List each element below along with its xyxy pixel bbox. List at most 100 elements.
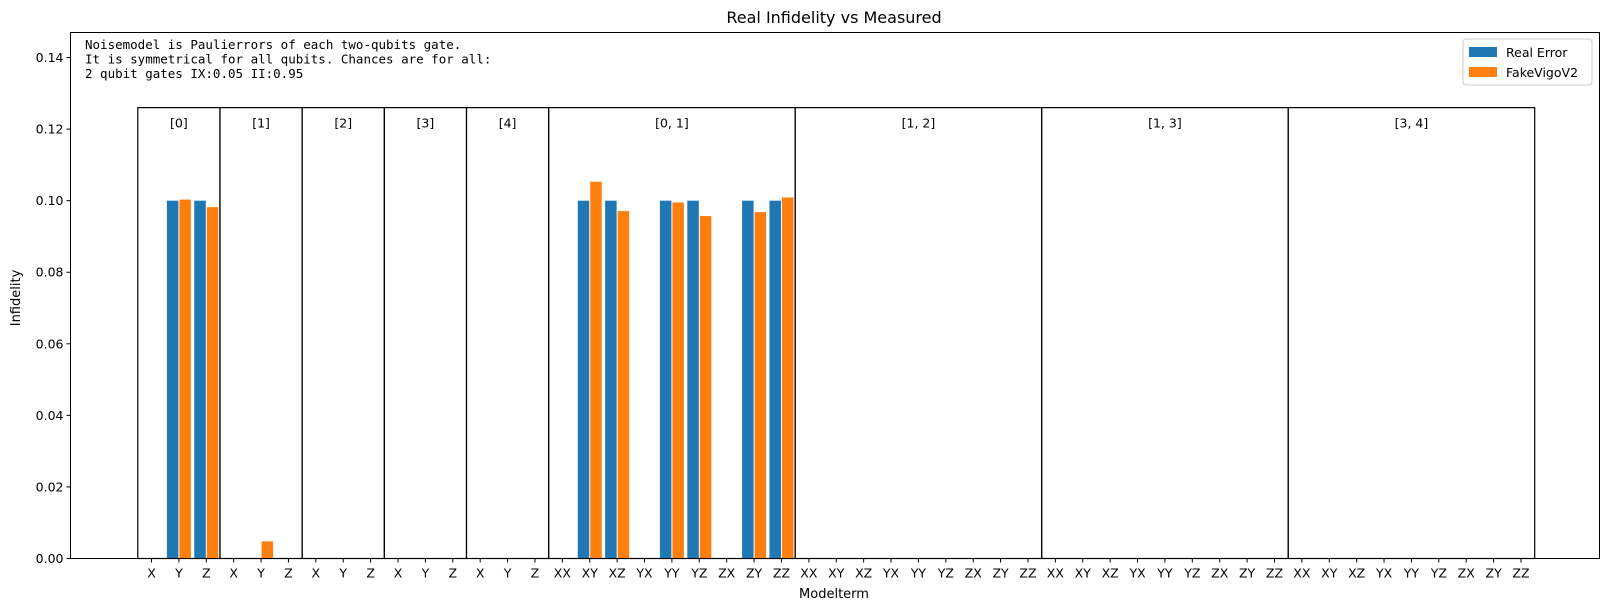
x-tick-label: Z <box>449 566 458 581</box>
x-tick-label: Y <box>256 566 265 581</box>
group-label: [1, 3] <box>1148 116 1182 131</box>
x-axis-label: Modelterm <box>799 587 869 602</box>
bar <box>742 200 754 559</box>
bar <box>781 197 794 559</box>
x-tick-label: XZ <box>855 566 872 581</box>
y-tick-label: 0.12 <box>36 122 64 137</box>
bar <box>687 200 699 559</box>
x-tick-label: YY <box>910 566 927 581</box>
x-tick-label: X <box>312 566 321 581</box>
group-label: [4] <box>499 116 517 131</box>
bar <box>754 212 767 559</box>
x-tick-label: ZZ <box>773 566 790 581</box>
bar <box>590 181 602 559</box>
x-tick-label: ZY <box>746 566 763 581</box>
x-tick-label: XY <box>1075 566 1092 581</box>
bar <box>769 200 781 559</box>
group-box <box>794 107 1043 560</box>
group-box <box>383 107 468 560</box>
x-tick-label: ZZ <box>1512 566 1529 581</box>
x-tick-label: YX <box>635 566 653 581</box>
x-tick-label: Y <box>174 566 183 581</box>
x-tick-label: Z <box>366 566 375 581</box>
plot-area: 0.000.020.040.060.080.100.120.14X Y Z X Y Z X Y… <box>36 50 1536 581</box>
legend-swatch <box>1469 47 1497 57</box>
legend: Real Error FakeVigoV2 <box>1462 38 1593 86</box>
y-tick-label: 0.06 <box>36 336 64 351</box>
x-tick-label: ZY <box>1486 566 1503 581</box>
x-tick-label: X <box>476 566 485 581</box>
x-tick-label: Y <box>503 566 512 581</box>
bar <box>577 200 590 559</box>
bar <box>699 216 712 559</box>
x-tick-label: ZZ <box>1266 566 1283 581</box>
group-label: [1] <box>252 116 270 131</box>
y-tick-label: 0.08 <box>36 265 64 280</box>
x-tick-label: ZX <box>1458 566 1476 581</box>
bar <box>166 200 179 559</box>
bar <box>179 199 191 559</box>
x-tick-label: XZ <box>1348 566 1365 581</box>
group-box <box>301 107 385 560</box>
x-tick-label: XX <box>1047 566 1065 581</box>
legend-swatch <box>1469 67 1497 77</box>
annotation-line: It is symmetrical for all qubits. Chance… <box>85 52 491 67</box>
legend-label: FakeVigoV2 <box>1506 65 1578 80</box>
x-tick-label: XY <box>582 566 599 581</box>
x-tick-label: YZ <box>1430 566 1447 581</box>
group-label: [0] <box>170 116 188 131</box>
x-tick-label: X <box>229 566 238 581</box>
y-tick-label: 0.02 <box>36 479 64 494</box>
y-tick-label: 0.04 <box>36 408 64 423</box>
group-label: [3] <box>417 116 435 131</box>
annotation: Noisemodel is Paulierrors of each two-qu… <box>85 37 491 81</box>
x-tick-label: ZX <box>965 566 983 581</box>
x-tick-label: YY <box>1403 566 1420 581</box>
x-tick-label: Y <box>421 566 430 581</box>
bar <box>672 202 684 559</box>
y-tick-label: 0.00 <box>36 551 64 566</box>
x-tick-label: YZ <box>690 566 707 581</box>
bar <box>194 200 206 559</box>
x-tick-label: XY <box>1321 566 1338 581</box>
bar <box>261 541 274 559</box>
x-tick-label: ZY <box>992 566 1009 581</box>
bar <box>206 207 219 559</box>
x-tick-label: YY <box>663 566 680 581</box>
x-tick-label: YY <box>1156 566 1173 581</box>
group-box <box>1041 107 1289 560</box>
x-tick-label: YX <box>1375 566 1393 581</box>
y-tick-label: 0.10 <box>36 193 64 208</box>
x-tick-label: X <box>147 566 156 581</box>
x-tick-label: YZ <box>937 566 954 581</box>
bar <box>659 200 672 559</box>
chart-title: Real Infidelity vs Measured <box>726 8 941 27</box>
x-tick-label: ZX <box>1211 566 1229 581</box>
group-label: [1, 2] <box>902 116 936 131</box>
annotation-line: Noisemodel is Paulierrors of each two-qu… <box>85 37 461 52</box>
x-tick-label: XX <box>1293 566 1311 581</box>
x-tick-label: ZY <box>1239 566 1256 581</box>
x-tick-label: Z <box>202 566 211 581</box>
group-box <box>219 107 303 560</box>
annotation-line: 2 qubit gates IX:0.05 II:0.95 <box>85 66 303 81</box>
group-label: [3, 4] <box>1395 116 1429 131</box>
y-tick-label: 0.14 <box>36 50 64 65</box>
x-tick-label: ZZ <box>1019 566 1036 581</box>
x-tick-label: Z <box>284 566 293 581</box>
group-label: [2] <box>334 116 352 131</box>
x-tick-label: XX <box>554 566 572 581</box>
group-box <box>465 107 550 560</box>
x-tick-label: XY <box>828 566 845 581</box>
bar <box>605 200 617 559</box>
group-label: [0, 1] <box>655 116 689 131</box>
x-tick-label: ZX <box>718 566 736 581</box>
x-tick-label: Z <box>531 566 540 581</box>
axes-frame <box>70 32 1600 559</box>
group-box <box>1287 107 1536 560</box>
x-tick-label: Y <box>338 566 347 581</box>
x-tick-label: XX <box>800 566 818 581</box>
x-tick-label: YX <box>882 566 900 581</box>
x-tick-label: YX <box>1128 566 1146 581</box>
